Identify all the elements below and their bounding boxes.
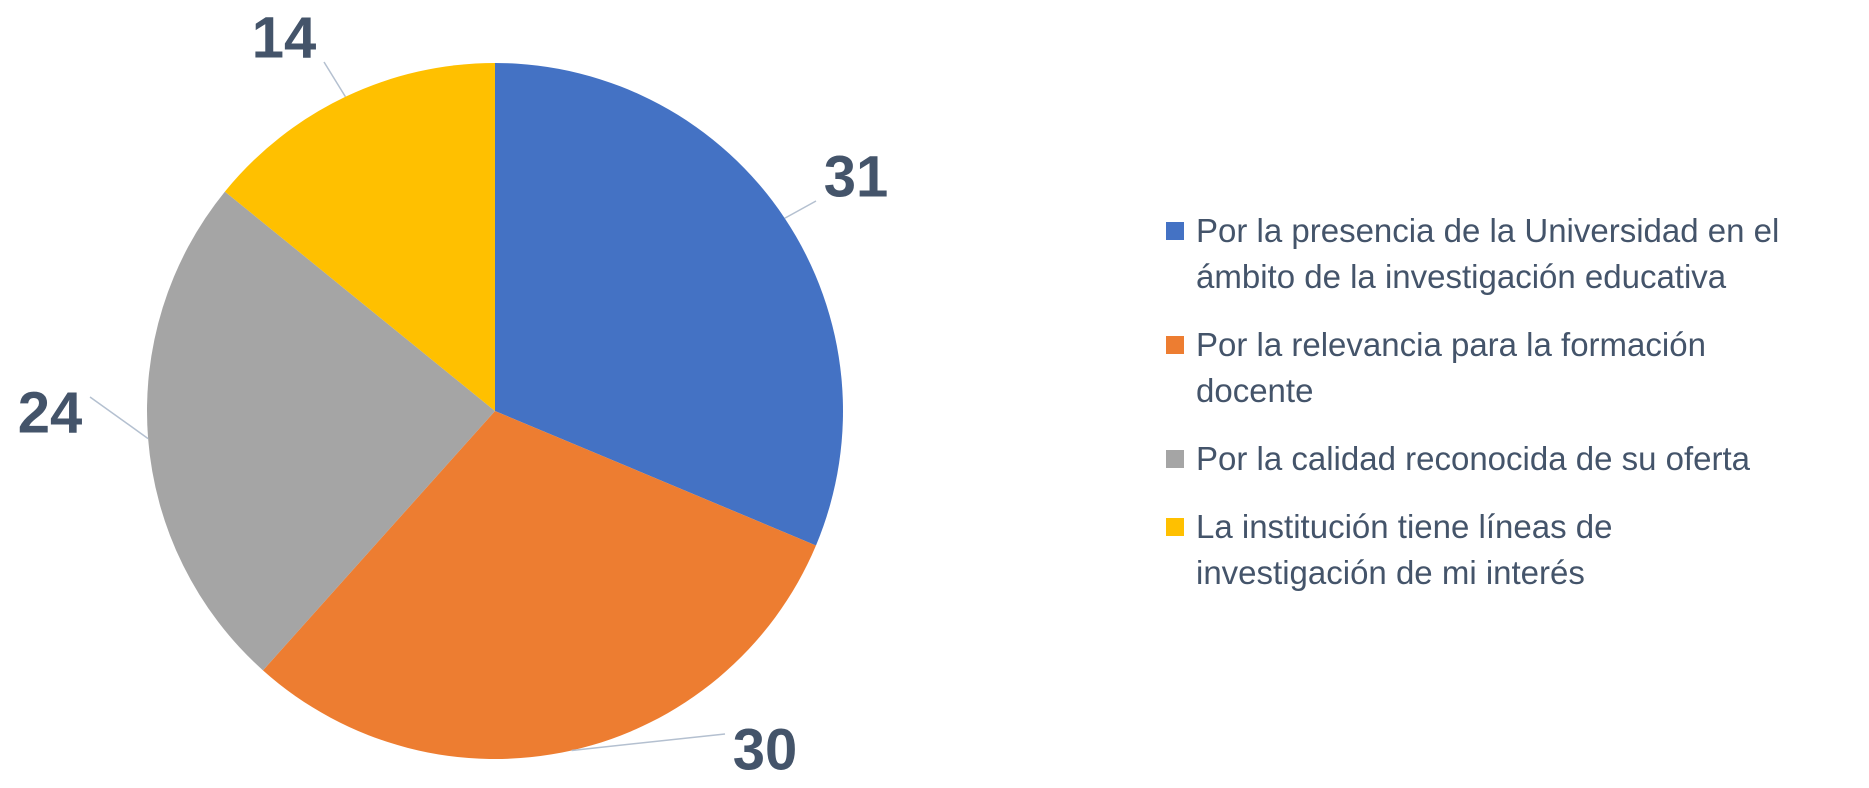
legend-label: Por la relevancia para la formación doce… [1196, 326, 1706, 409]
pie-slice [224, 62, 495, 411]
leader-line [784, 200, 817, 219]
legend-item: La institución tiene líneas de investiga… [1160, 504, 1786, 596]
chart: 31 30 24 14 [18, 5, 889, 782]
leader-line [89, 396, 149, 440]
pie-slice [146, 191, 495, 671]
data-label: 24 [18, 380, 83, 445]
legend-label: La institución tiene líneas de investiga… [1196, 508, 1613, 591]
legend-label: Por la calidad reconocida de su oferta [1196, 440, 1751, 477]
legend: Por la presencia de la Universidad en el… [1160, 208, 1860, 618]
legend-item: Por la presencia de la Universidad en el… [1160, 208, 1786, 300]
leader-line [323, 61, 347, 98]
data-label: 30 [733, 717, 798, 782]
pie-slice [262, 411, 816, 759]
pie-slice [495, 63, 843, 546]
leader-line [571, 733, 726, 752]
legend-swatch [1166, 336, 1184, 354]
legend-item: Por la calidad reconocida de su oferta [1160, 436, 1786, 482]
data-label: 31 [824, 144, 889, 209]
legend-label: Por la presencia de la Universidad en el… [1196, 212, 1780, 295]
legend-swatch [1166, 222, 1184, 240]
legend-swatch [1166, 450, 1184, 468]
legend-item: Por la relevancia para la formación doce… [1160, 322, 1786, 414]
data-label: 14 [252, 5, 317, 70]
legend-swatch [1166, 518, 1184, 536]
